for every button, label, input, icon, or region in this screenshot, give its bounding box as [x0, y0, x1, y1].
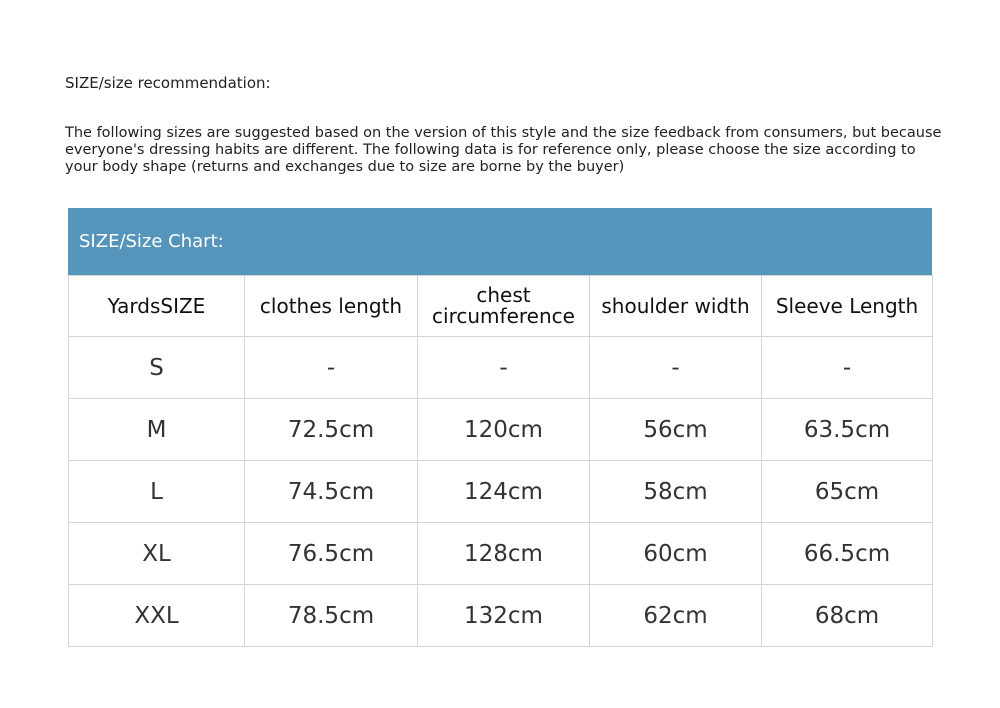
- value-cell: 56cm: [589, 398, 762, 461]
- value-cell: 68cm: [761, 584, 933, 647]
- recommendation-title: SIZE/size recommendation:: [65, 74, 271, 92]
- value-cell: 60cm: [589, 522, 762, 585]
- size-table: YardsSIZE clothes length chest circumferen…: [68, 275, 933, 647]
- value-cell: 132cm: [417, 584, 590, 647]
- value-cell: -: [244, 336, 418, 399]
- table-row: L 74.5cm 124cm 58cm 65cm: [68, 460, 933, 523]
- value-cell: 62cm: [589, 584, 762, 647]
- value-cell: 74.5cm: [244, 460, 418, 523]
- size-cell: XXL: [68, 584, 245, 647]
- size-cell: S: [68, 336, 245, 399]
- value-cell: clothes length: [244, 275, 418, 337]
- value-cell: 66.5cm: [761, 522, 933, 585]
- size-cell: XL: [68, 522, 245, 585]
- value-cell: -: [761, 336, 933, 399]
- value-cell: Sleeve Length: [761, 275, 933, 337]
- value-cell: 76.5cm: [244, 522, 418, 585]
- value-cell: 65cm: [761, 460, 933, 523]
- value-cell: -: [417, 336, 590, 399]
- table-row: S----: [68, 336, 933, 399]
- size-chart-title: SIZE/Size Chart:: [68, 208, 932, 275]
- size-cell: L: [68, 460, 245, 523]
- value-cell: 78.5cm: [244, 584, 418, 647]
- value-cell: shoulder width: [589, 275, 762, 337]
- value-cell: 124cm: [417, 460, 590, 523]
- size-cell: M: [68, 398, 245, 461]
- value-cell: 128cm: [417, 522, 590, 585]
- size-note: The following sizes are suggested based …: [65, 125, 942, 175]
- size-chart: SIZE/Size Chart: YardsSIZE clothes length…: [68, 208, 933, 647]
- size-cell: YardsSIZE: [68, 275, 245, 337]
- value-cell: 120cm: [417, 398, 590, 461]
- value-cell: 63.5cm: [761, 398, 933, 461]
- value-cell: -: [589, 336, 762, 399]
- table-row: M 72.5cm 120cm 56cm 63.5cm: [68, 398, 933, 461]
- value-cell: chest circumference: [417, 275, 590, 337]
- value-cell: 58cm: [589, 460, 762, 523]
- table-header-row: YardsSIZE clothes length chest circumferen…: [68, 275, 933, 337]
- value-cell: 72.5cm: [244, 398, 418, 461]
- table-row: XL 76.5cm 128cm 60cm 66.5cm: [68, 522, 933, 585]
- table-row: XXL 78.5cm 132cm 62cm 68cm: [68, 584, 933, 647]
